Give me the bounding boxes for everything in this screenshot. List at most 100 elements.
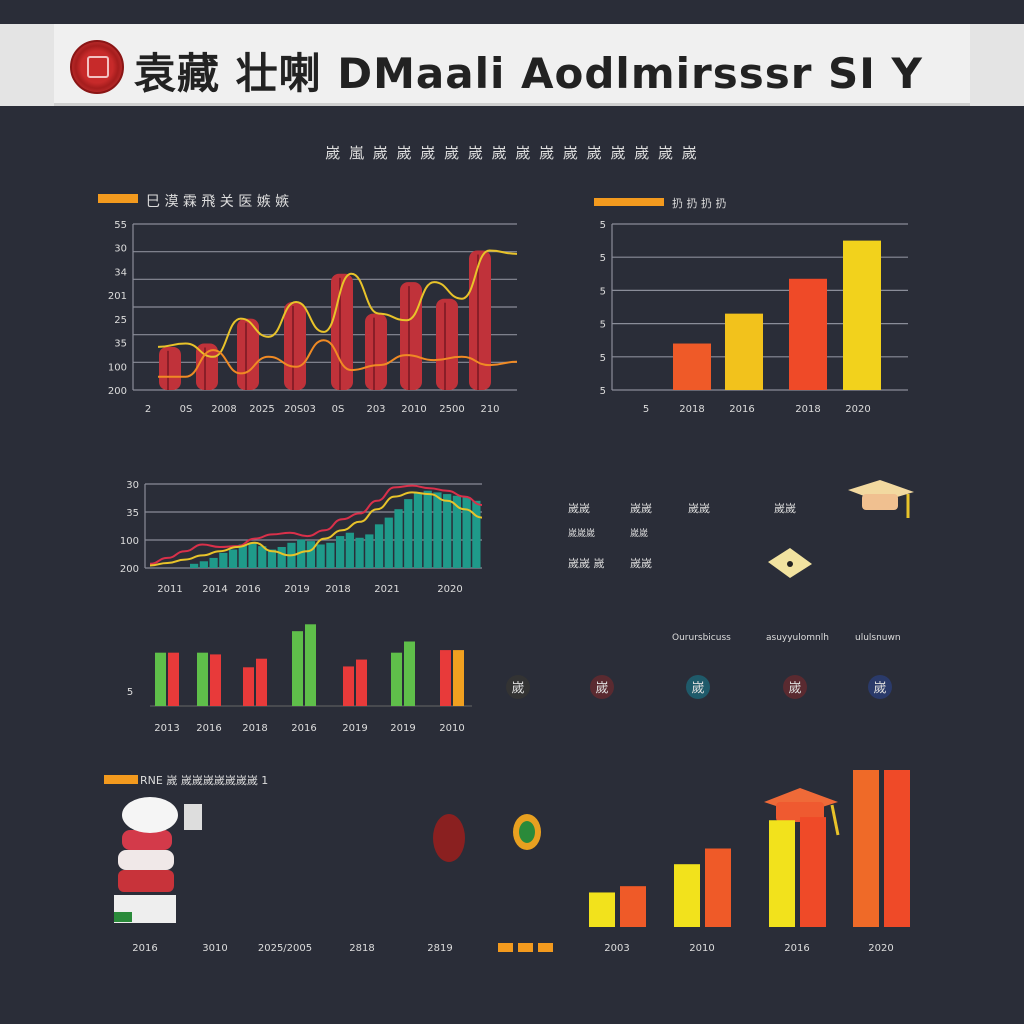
chart2-ytick: 5 bbox=[600, 320, 606, 331]
chart2-xtick: 2020 bbox=[845, 404, 870, 415]
chart1-bar bbox=[365, 313, 387, 390]
chart1-ytick: 100 bbox=[108, 362, 127, 373]
chart5-bar bbox=[769, 820, 795, 927]
chart3-bar bbox=[462, 497, 471, 568]
graduation-cap-icon bbox=[764, 788, 840, 836]
chart4-bar bbox=[391, 652, 402, 706]
chart1-ytick: 30 bbox=[114, 244, 127, 255]
chart4-bar bbox=[292, 631, 303, 706]
chart1-ytick: 55 bbox=[114, 220, 127, 231]
chart3-bar bbox=[345, 532, 354, 568]
chart1-ytick: 200 bbox=[108, 386, 127, 397]
chart1-xtick: 0S bbox=[332, 404, 345, 415]
badge-icon bbox=[783, 675, 807, 699]
university-logo bbox=[70, 40, 124, 94]
header-banner bbox=[54, 24, 970, 106]
chart3-bar bbox=[374, 524, 384, 568]
chart4-xtick: 2010 bbox=[439, 723, 464, 734]
chart4-bar bbox=[404, 641, 415, 706]
chart1-bar bbox=[469, 250, 491, 390]
chart3-bar bbox=[365, 534, 374, 568]
chart3-bar bbox=[443, 494, 452, 568]
chart1-xtick: 2500 bbox=[439, 404, 464, 415]
chart2-ytick: 5 bbox=[600, 220, 606, 231]
chart1-bar-stripe bbox=[204, 347, 206, 390]
chart3-bar bbox=[355, 537, 364, 568]
page-subtitle: 嵗 嵐 嵗 嵗 嵗 嵗 嵗 嵗 嵗 嵗 嵗 嵗 嵗 嵗 嵗 嵗 bbox=[325, 144, 699, 162]
chart3-xtick: 2014 bbox=[202, 584, 227, 595]
chart5-xtick: 2016 bbox=[784, 943, 809, 954]
chart4-xtick: 2016 bbox=[291, 723, 316, 734]
chart4-bar bbox=[453, 650, 464, 706]
stat-label: 嵗嵗 嵗 bbox=[568, 557, 605, 570]
chart3-bar bbox=[423, 490, 432, 568]
badge-icon bbox=[686, 675, 710, 699]
badge-label: 嵗 bbox=[595, 681, 608, 696]
chart3-bar bbox=[394, 509, 403, 568]
chart5-bar bbox=[674, 864, 700, 927]
chart5-bar bbox=[705, 848, 731, 927]
chart1-bar bbox=[284, 302, 306, 390]
badge-icon bbox=[506, 675, 530, 699]
chart2-ytick: 5 bbox=[600, 353, 606, 364]
badge-label: 嵗 bbox=[691, 681, 704, 696]
chart4-xtick: 2019 bbox=[342, 723, 367, 734]
badge-label: 嵗 bbox=[511, 681, 524, 696]
chart3-line bbox=[149, 491, 483, 567]
chart3-bar bbox=[199, 561, 208, 568]
chart3-bar bbox=[316, 544, 325, 568]
chart2-bar bbox=[725, 313, 763, 390]
chart2-ytick: 5 bbox=[600, 253, 606, 264]
stat-label: 嵗嵗 bbox=[630, 529, 649, 539]
stat-label: 嵗嵗 bbox=[630, 557, 652, 570]
chart3-bar bbox=[219, 552, 228, 568]
chart4-ytick: 5 bbox=[127, 687, 133, 698]
chart5-bar bbox=[589, 892, 615, 927]
chart3-bar bbox=[433, 492, 442, 568]
chart3-bar bbox=[209, 557, 218, 568]
chart3-bar bbox=[267, 549, 277, 568]
chart1-bar bbox=[196, 343, 218, 390]
chart3-bar bbox=[248, 542, 257, 568]
chart3-bar bbox=[238, 544, 247, 568]
chart1-bar-stripe bbox=[444, 302, 446, 390]
chart5-title: RNE 嵗 嵗嵗嵗嵗嵗嵗嵗 1 bbox=[140, 774, 269, 787]
chart4-bar bbox=[243, 667, 254, 706]
chart3-bar bbox=[336, 536, 345, 568]
chart3-bar bbox=[277, 547, 286, 568]
caption: Ourursbicuss bbox=[672, 633, 731, 643]
chart3-xtick: 2011 bbox=[157, 584, 182, 595]
chart1-bar bbox=[400, 282, 422, 390]
chart2-xtick: 2018 bbox=[795, 404, 820, 415]
chart1-bar-stripe bbox=[477, 254, 479, 390]
chart3-line bbox=[149, 484, 483, 565]
legend-swatch bbox=[594, 198, 664, 206]
chart1-bar bbox=[159, 346, 181, 390]
chart5-bar bbox=[884, 770, 910, 927]
seal-icon bbox=[433, 814, 541, 862]
chart4-xtick: 2013 bbox=[154, 723, 179, 734]
chart1-bar-stripe bbox=[245, 322, 247, 390]
chart2-xtick: 2016 bbox=[729, 404, 754, 415]
chart3-ytick: 100 bbox=[120, 536, 139, 547]
legend-swatch bbox=[538, 943, 553, 952]
chart3-xtick: 2018 bbox=[325, 584, 350, 595]
chart5-bar bbox=[620, 886, 646, 927]
chart2-bar bbox=[673, 343, 711, 390]
chart1-xtick: 203 bbox=[366, 404, 385, 415]
legend-swatch bbox=[518, 943, 533, 952]
chart1-bar bbox=[436, 298, 458, 390]
bottom-xtick: 2016 bbox=[132, 943, 157, 954]
chart2-xtick: 2018 bbox=[679, 404, 704, 415]
chart1-bar-stripe bbox=[373, 317, 375, 390]
stat-label: 嵗嵗 bbox=[630, 502, 652, 515]
chart3-xtick: 2021 bbox=[374, 584, 399, 595]
chart4-bar bbox=[305, 624, 316, 706]
stat-label: 嵗嵗 bbox=[688, 502, 710, 515]
chart3-bar bbox=[258, 546, 267, 568]
chart1-ytick: 201 bbox=[108, 291, 127, 302]
chart1-line bbox=[157, 339, 518, 378]
chart1-xtick: 20S03 bbox=[284, 404, 316, 415]
chart4-xtick: 2019 bbox=[390, 723, 415, 734]
